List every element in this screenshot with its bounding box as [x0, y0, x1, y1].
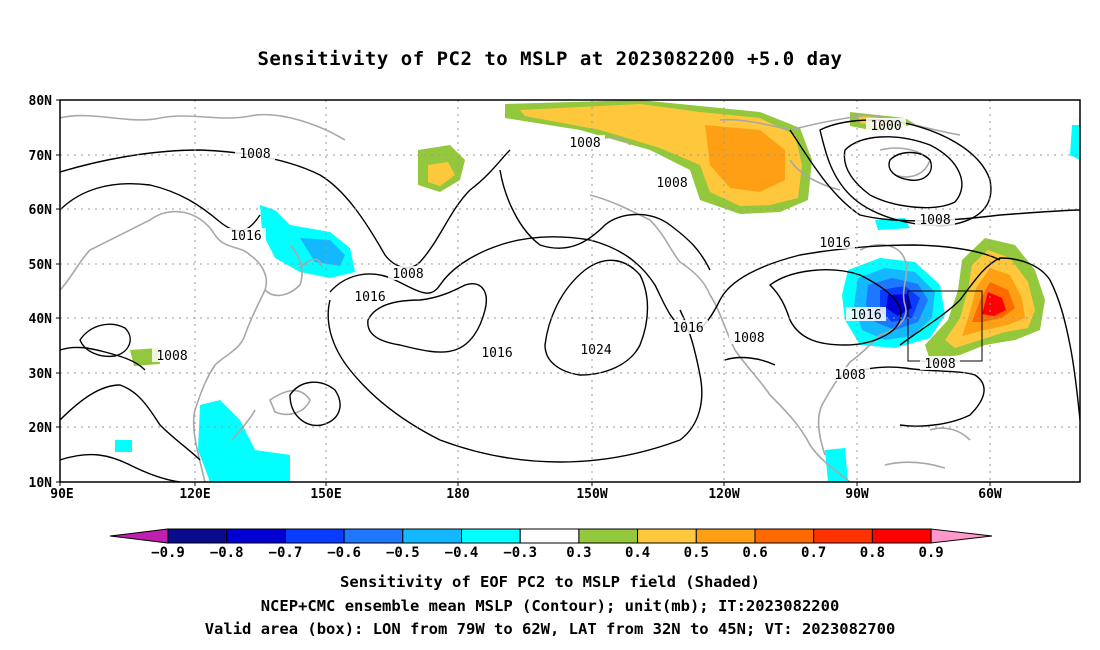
contour-label: 1000: [870, 119, 901, 134]
contour-label-bg: [668, 320, 708, 334]
colorbar-label: −0.8: [210, 545, 244, 561]
contour-label: 1008: [733, 331, 764, 346]
contour-label: 1016: [672, 321, 703, 336]
contour-labels: 1008 1008 1008 1000 1016 1008 1016 1008 1016 1016…: [152, 118, 960, 383]
lon-tick-label: 90W: [845, 487, 869, 502]
lat-tick-label: 70N: [29, 149, 53, 164]
contour-label-bg: [226, 228, 266, 242]
colorbar-swatch: [343, 528, 404, 544]
colorbar-swatch: [167, 528, 228, 544]
colorbar-swatch: [871, 528, 932, 544]
contour-label: 1024: [580, 343, 611, 358]
caption-contour: NCEP+CMC ensemble mean MSLP (Contour); u…: [260, 597, 840, 615]
contour-label-bg: [866, 118, 906, 132]
contour-label-bg: [565, 135, 605, 149]
contour-label-bg: [652, 175, 692, 189]
lat-tick-label: 40N: [29, 312, 53, 327]
colorbar-label: −0.6: [327, 545, 361, 561]
lon-tick-label: 120W: [708, 487, 739, 502]
contour-label: 1016: [230, 229, 261, 244]
colorbar-label: 0.7: [801, 545, 826, 561]
latitude-axis: 80N 70N 60N 50N 40N 30N 20N 10N: [29, 94, 60, 491]
colorbar-label: −0.5: [386, 545, 420, 561]
colorbar-label: 0.6: [742, 545, 767, 561]
colorbar-swatch: [754, 528, 815, 544]
colorbar-right-extension: [930, 528, 993, 544]
longitude-axis: 90E 120E 150E 180 150W 120W 90W 60W: [50, 482, 1002, 502]
colorbar-label: −0.3: [503, 545, 537, 561]
lat-tick-label: 30N: [29, 367, 53, 382]
contour-label-bg: [152, 348, 192, 362]
contour-label: 1016: [354, 290, 385, 305]
colorbar-label: −0.4: [445, 545, 479, 561]
lat-tick-label: 60N: [29, 203, 53, 218]
contour-label: 1016: [819, 236, 850, 251]
colorbar-swatch: [402, 528, 462, 544]
contour-label: 1008: [392, 267, 423, 282]
contour-label: 1016: [850, 308, 881, 323]
gridlines: [60, 100, 1080, 482]
contour-label-bg: [235, 146, 275, 160]
map-frame: [59, 99, 1081, 483]
lon-tick-label: 60W: [978, 487, 1002, 502]
contour-label: 1016: [481, 346, 512, 361]
contour-label: 1008: [156, 349, 187, 364]
colorbar-swatch: [284, 528, 345, 544]
caption-shading: Sensitivity of EOF PC2 to MSLP field (Sh…: [340, 573, 760, 591]
map-area: [60, 100, 1080, 482]
colorbar-label: −0.7: [269, 545, 303, 561]
lat-tick-label: 80N: [29, 94, 53, 109]
lon-tick-label: 180: [446, 487, 470, 502]
contour-label: 1008: [834, 368, 865, 383]
contour-label-bg: [815, 235, 855, 249]
colorbar-label: 0.9: [918, 545, 943, 561]
contour-label: 1008: [919, 213, 950, 228]
lon-tick-label: 150E: [310, 487, 341, 502]
caption-valid-area: Valid area (box): LON from 79W to 62W, L…: [204, 620, 896, 638]
lon-tick-label: 150W: [576, 487, 607, 502]
colorbar-left-extension: [109, 528, 169, 544]
colorbar-swatch: [637, 528, 697, 544]
map-title: Sensitivity of PC2 to MSLP at 2023082200…: [257, 48, 843, 70]
lon-tick-label: 120E: [179, 487, 210, 502]
contour-label-bg: [576, 342, 616, 356]
colorbar-swatch: [813, 528, 873, 544]
lon-tick-label: 90E: [50, 487, 73, 502]
colorbar-swatch: [461, 528, 521, 544]
contour-label: 1008: [924, 357, 955, 372]
coastlines: [60, 113, 971, 482]
contour-label: 1008: [239, 147, 270, 162]
contour-label-bg: [350, 289, 390, 303]
contour-label-bg: [477, 345, 517, 359]
contour-label-bg: [830, 367, 870, 381]
colorbar-swatch: [226, 528, 286, 544]
colorbar-label: −0.9: [151, 545, 185, 561]
mslp-contours: [60, 119, 1080, 482]
colorbar-swatch: [519, 528, 580, 544]
contour-label: 1008: [656, 176, 687, 191]
colorbar-label: 0.5: [684, 545, 709, 561]
contour-label-bg: [388, 266, 428, 280]
colorbar-label: 0.3: [566, 545, 591, 561]
colorbar-swatch: [695, 528, 756, 544]
contour-label-bg: [920, 356, 960, 370]
contour-label: 1008: [569, 136, 600, 151]
colorbar-label: 0.4: [625, 545, 650, 561]
colorbar-swatch: [578, 528, 639, 544]
contour-label-bg: [846, 307, 886, 321]
lat-tick-label: 10N: [29, 476, 53, 491]
contour-label-bg: [729, 330, 769, 344]
colorbar-label: 0.8: [860, 545, 885, 561]
contour-label-bg: [915, 212, 955, 226]
lat-tick-label: 50N: [29, 258, 53, 273]
colorbar: −0.9 −0.8 −0.7 −0.6 −0.5 −0.4 −0.3 0.3 0.4 0.5 0.6…: [109, 528, 993, 561]
lat-tick-label: 20N: [29, 421, 53, 436]
